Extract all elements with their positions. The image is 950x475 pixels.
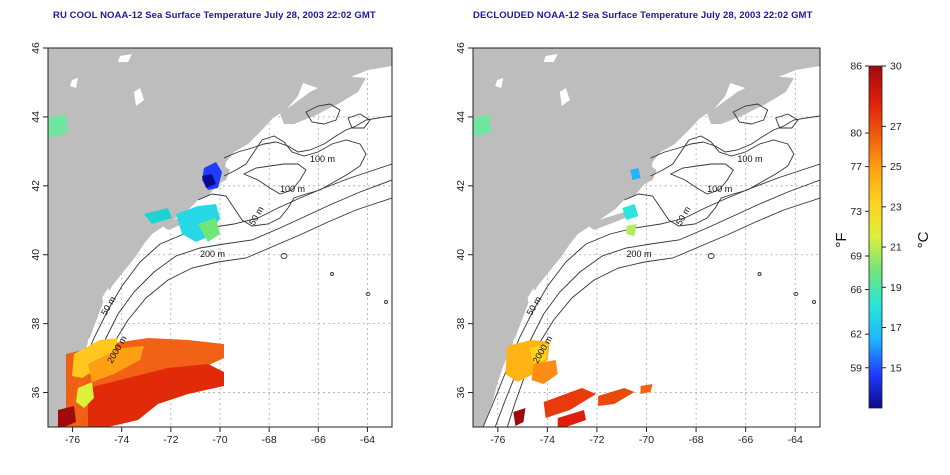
x-tick-label: -66: [738, 434, 753, 446]
fahrenheit-tick-label: 77: [850, 161, 862, 173]
y-tick-label: 46: [455, 42, 467, 54]
x-tick-label: -72: [163, 434, 178, 446]
y-tick-label: 44: [30, 111, 42, 123]
x-tick-label: -70: [212, 434, 227, 446]
y-tick-label: 42: [455, 180, 467, 192]
sst-patch-gulf-stream-b: [598, 388, 635, 406]
sst-patch-nantucket-warm: [198, 218, 220, 242]
y-tick-label: 46: [30, 42, 42, 54]
sst-patch-offshore-virginia-mid: [529, 344, 548, 364]
sst-patch-new-brunswick: [48, 114, 68, 138]
sst-patch-nantucket-warm-declouded: [626, 224, 637, 236]
x-tick-label: -76: [490, 434, 505, 446]
left-sst-patches: [48, 114, 224, 427]
fahrenheit-tick-label: 73: [850, 206, 862, 218]
fahrenheit-tick-label: 59: [850, 362, 862, 374]
celsius-tick-label: 17: [890, 322, 902, 334]
colorbar-ramp: [868, 65, 883, 409]
y-tick-label: 36: [30, 387, 42, 399]
fahrenheit-tick-label: 62: [850, 329, 862, 341]
sst-patch-shelf-mid: [88, 346, 144, 382]
y-tick-label: 38: [30, 318, 42, 330]
celsius-tick-label: 27: [890, 121, 902, 133]
left-map: 100 m 100 m 50 m 200 m 50 m 2000 m -76 -7…: [30, 42, 393, 446]
fahrenheit-tick-label: 66: [850, 284, 862, 296]
sst-patch-hatteras-edge: [513, 408, 526, 426]
sst-patch-nantucket-declouded: [622, 204, 639, 220]
sst-patch-cape-cod-coldest: [202, 174, 216, 188]
sst-patch-cape-hatteras: [76, 382, 94, 408]
fahrenheit-tick-label: 69: [850, 251, 862, 263]
celsius-tick-label: 25: [890, 161, 902, 173]
x-tick-label: -68: [688, 434, 703, 446]
celsius-tick-label: 19: [890, 282, 902, 294]
sst-patch-lower-edge: [58, 406, 76, 427]
contour-label-100m-a-right: 100 m: [737, 154, 762, 164]
x-tick-label: -72: [589, 434, 604, 446]
contour-label-100m-b-right: 100 m: [707, 184, 732, 194]
left-map-axes: -76 -74 -72 -70 -68 -66 -64 36 38 40 42 44 46: [30, 42, 375, 446]
y-tick-label: 38: [455, 318, 467, 330]
colorbar: 30 27 25 23 21 19 17 15 86 80 77 73 69 66 62 59 °F °C: [833, 61, 932, 409]
x-tick-label: -70: [639, 434, 654, 446]
y-tick-label: 44: [455, 111, 467, 123]
celsius-tick-label: 15: [890, 362, 902, 374]
sst-patch-gulf-stream-core: [88, 364, 224, 427]
y-tick-label: 40: [455, 249, 467, 261]
colorbar-celsius-unit: °C: [915, 231, 932, 248]
x-tick-label: -64: [788, 434, 803, 446]
colorbar-ticks: 30 27 25 23 21 19 17 15 86 80 77 73 69 66 62 59: [850, 61, 902, 375]
sst-patch-new-brunswick-declouded: [473, 114, 492, 136]
fahrenheit-tick-label: 80: [850, 128, 862, 140]
contour-label-200m: 200 m: [200, 249, 225, 259]
contour-label-100m-b: 100 m: [280, 184, 305, 194]
x-tick-label: -76: [65, 434, 80, 446]
x-tick-label: -74: [540, 434, 555, 446]
celsius-tick-label: 30: [890, 61, 902, 73]
colorbar-fahrenheit-unit: °F: [833, 232, 850, 247]
sst-patch-shelf-break: [531, 360, 558, 384]
fahrenheit-tick-label: 86: [850, 61, 862, 73]
contour-label-200m-right: 200 m: [626, 249, 651, 259]
left-map-title: RU COOL NOAA-12 Sea Surface Temperature …: [53, 10, 376, 21]
celsius-tick-label: 23: [890, 201, 902, 213]
y-tick-label: 36: [455, 387, 467, 399]
celsius-tick-label: 21: [890, 242, 902, 254]
right-map-axes: -76 -74 -72 -70 -68 -66 -64 36 38 40 42 44 46: [455, 42, 803, 446]
sst-patch-long-island-sound: [144, 208, 172, 224]
sst-patch-gulf-stream-c: [640, 384, 653, 394]
contour-label-100m-a: 100 m: [310, 154, 335, 164]
sst-patch-cape-cod-bay: [630, 168, 641, 180]
sst-patch-gulf-stream-d: [557, 410, 587, 427]
x-tick-label: -64: [360, 434, 375, 446]
sst-patch-shelf-warm: [72, 338, 118, 378]
y-tick-label: 42: [30, 180, 42, 192]
x-tick-label: -68: [262, 434, 277, 446]
x-tick-label: -74: [114, 434, 129, 446]
y-tick-label: 40: [30, 249, 42, 261]
x-tick-label: -66: [311, 434, 326, 446]
right-map: 100 m 100 m 50 m 200 m 50 m 2000 m -76 -7…: [455, 42, 821, 446]
sst-patch-gulf-stream-a: [543, 388, 597, 418]
right-sst-patches: [473, 114, 653, 427]
right-map-title: DECLOUDED NOAA-12 Sea Surface Temperatur…: [473, 10, 813, 21]
